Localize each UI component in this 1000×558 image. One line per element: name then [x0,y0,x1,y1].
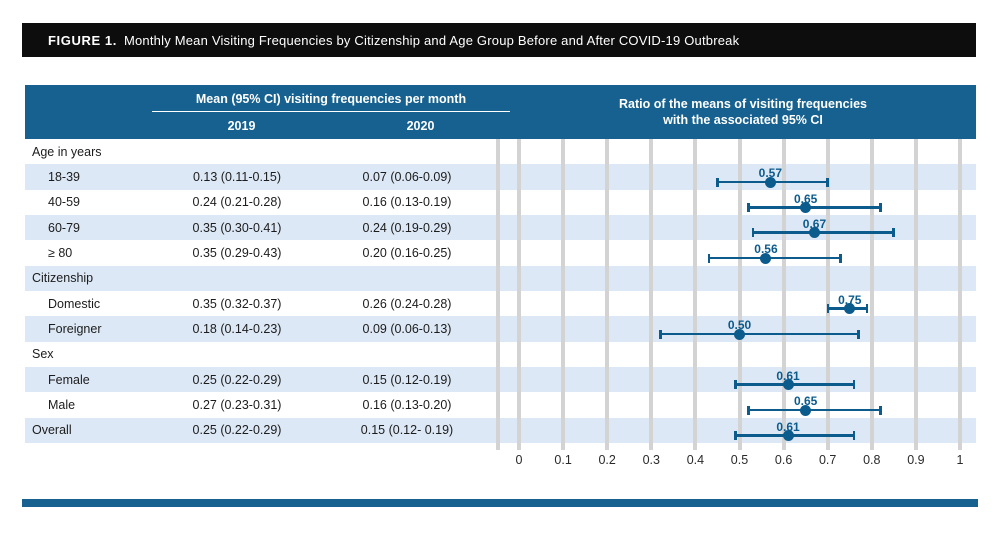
table-row: 40-59 0.24 (0.21-0.28) 0.16 (0.13-0.19) [25,190,976,215]
value-2019: 0.18 (0.14-0.23) [192,321,282,336]
axis-tick-label: 0.6 [774,453,793,467]
table-header: Mean (95% CI) visiting frequencies per m… [25,85,976,139]
row-label: Citizenship [32,271,94,286]
row-label: Age in years [32,144,102,159]
axis-tick-label: 1 [956,453,964,467]
mean-ci-column-group-header: Mean (95% CI) visiting frequencies per m… [152,85,510,112]
year-column-headers: 2019 2020 [152,112,510,139]
axis-tick-label: 0.2 [598,453,616,467]
value-2019: 0.24 (0.21-0.28) [192,195,282,210]
value-2019: 0.27 (0.23-0.31) [192,397,282,412]
row-label: Female [48,372,90,387]
row-label: 18-39 [48,169,80,184]
row-label: Foreigner [48,321,102,336]
table-row: Overall 0.25 (0.22-0.29) 0.15 (0.12- 0.19) [25,417,976,443]
table-row: Male 0.27 (0.23-0.31) 0.16 (0.13-0.20) [25,392,976,417]
value-2019: 0.13 (0.11-0.15) [192,169,282,184]
table-row: Foreigner 0.18 (0.14-0.23) 0.09 (0.06-0.13… [25,316,976,342]
table-body: Age in years 18-39 0.13 (0.11-0.15) 0.07 (0… [25,139,976,443]
figure-title-bar: FIGURE 1. Monthly Mean Visiting Frequenc… [22,23,976,57]
value-2020: 0.15 (0.12- 0.19) [360,423,454,438]
axis-tick-label: 0.4 [686,453,705,467]
value-2020: 0.07 (0.06-0.09) [362,169,452,184]
table-row: Age in years [25,139,976,164]
axis-tick-label: 0 [515,453,523,467]
value-2020: 0.15 (0.12-0.19) [362,372,452,387]
value-2020: 0.26 (0.24-0.28) [362,296,452,311]
figure-number: FIGURE 1. [48,32,117,48]
axis-tick-label: 0.1 [554,453,572,467]
table-row: 60-79 0.35 (0.30-0.41) 0.24 (0.19-0.29) [25,214,976,241]
value-2019: 0.25 (0.22-0.29) [192,372,282,387]
table-row: Sex [25,342,976,367]
table-row: ≥ 80 0.35 (0.29-0.43) 0.20 (0.16-0.25) [25,240,976,265]
bottom-rule [22,499,978,507]
row-label: Overall [32,423,72,438]
column-header-2019: 2019 [227,118,256,133]
value-2019: 0.35 (0.29-0.43) [192,245,282,260]
table-row: Citizenship [25,265,976,291]
value-2020: 0.16 (0.13-0.19) [362,195,452,210]
row-label: Domestic [48,296,101,311]
value-2019: 0.35 (0.32-0.37) [192,296,282,311]
value-2020: 0.24 (0.19-0.29) [362,220,452,235]
plot-header-line2: with the associated 95% CI [663,113,823,127]
axis-tick-label: 0.7 [818,453,837,467]
row-label: ≥ 80 [48,245,73,260]
column-header-2020: 2020 [406,118,435,133]
plot-header: Ratio of the means of visiting frequenci… [510,85,976,139]
table-row: Domestic 0.35 (0.32-0.37) 0.26 (0.24-0.28) [25,291,976,316]
plot-header-line1: Ratio of the means of visiting frequenci… [619,97,867,111]
axis-tick-label: 0.3 [642,453,660,467]
axis-tick-label: 0.5 [730,453,749,467]
axis-tick-label: 0.8 [863,453,881,467]
row-label: Sex [32,347,54,362]
value-2020: 0.16 (0.13-0.20) [362,397,452,412]
row-label: 60-79 [48,220,80,235]
value-2020: 0.20 (0.16-0.25) [362,245,452,260]
value-2019: 0.25 (0.22-0.29) [192,423,282,438]
row-label: Male [48,397,76,412]
table-header-left: Mean (95% CI) visiting frequencies per m… [152,85,510,139]
table-row: Female 0.25 (0.22-0.29) 0.15 (0.12-0.19) [25,366,976,393]
row-label: 40-59 [48,195,80,210]
axis-tick-label: 0.9 [907,453,925,467]
table-row: 18-39 0.13 (0.11-0.15) 0.07 (0.06-0.09) [25,164,976,190]
value-2020: 0.09 (0.06-0.13) [362,321,452,336]
figure-title-text: Monthly Mean Visiting Frequencies by Cit… [123,32,740,48]
value-2019: 0.35 (0.30-0.41) [192,220,282,235]
